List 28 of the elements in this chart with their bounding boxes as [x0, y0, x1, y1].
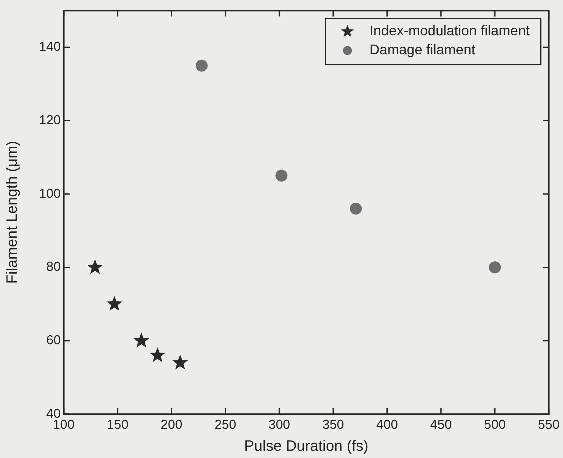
- y-tick-label: 40: [46, 406, 61, 421]
- x-axis-title: Pulse Duration (fs): [244, 438, 369, 456]
- point: [350, 202, 362, 215]
- y-tick-label: 100: [39, 186, 61, 201]
- point: [489, 262, 502, 274]
- x-tick-label: 450: [430, 416, 452, 432]
- point: [87, 259, 104, 274]
- x-tick-label: 150: [107, 416, 129, 432]
- point: [150, 347, 166, 362]
- point: [106, 296, 122, 311]
- y-tick-label: 140: [39, 39, 61, 54]
- point: [172, 354, 188, 370]
- point: [196, 60, 208, 72]
- y-tick-label: 60: [46, 332, 61, 348]
- legend-label: Index-modulation filament: [370, 22, 530, 39]
- x-tick-label: 550: [538, 416, 560, 432]
- legend-label: Damage filament: [370, 42, 476, 58]
- y-axis-title: Filament Length (μm): [4, 141, 22, 284]
- x-tick-label: 350: [322, 416, 344, 432]
- x-tick-label: 500: [484, 416, 506, 432]
- x-tick-label: 300: [268, 416, 290, 432]
- x-tick-label: 200: [160, 416, 183, 432]
- x-tick-label: 250: [214, 416, 237, 432]
- y-tick-label: 80: [46, 259, 61, 274]
- y-tick-label: 120: [39, 112, 61, 128]
- x-tick-label: 400: [376, 416, 398, 432]
- point: [134, 332, 150, 348]
- point: [276, 170, 288, 182]
